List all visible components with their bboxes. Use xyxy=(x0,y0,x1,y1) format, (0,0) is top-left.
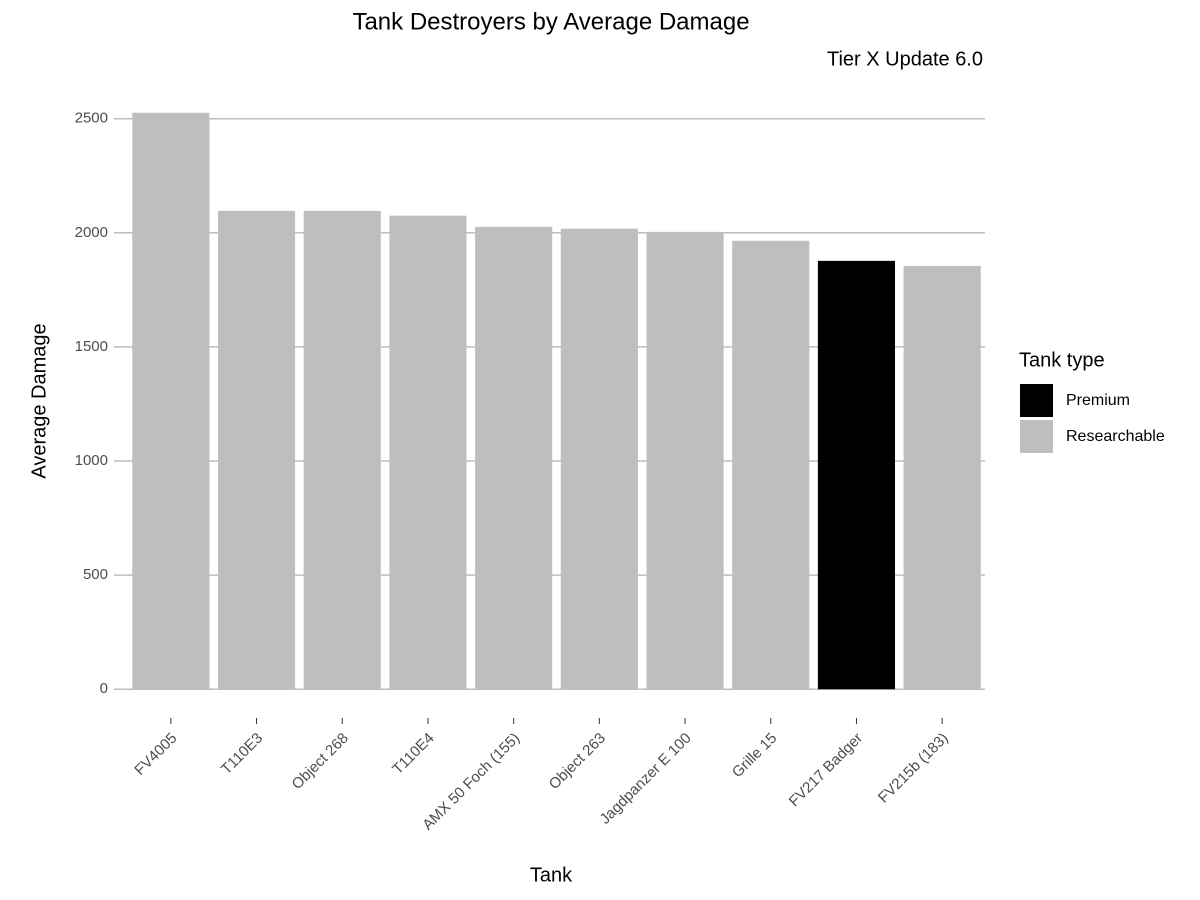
legend-label: Premium xyxy=(1066,392,1130,409)
y-tick-label: 1500 xyxy=(75,338,108,355)
legend-title: Tank type xyxy=(1019,349,1105,371)
x-tick-label: FV215b (183) xyxy=(875,730,952,807)
x-tick-label: Jagdpanzer E 100 xyxy=(597,730,695,828)
x-tick-label: Grille 15 xyxy=(729,730,781,782)
x-tick-label: AMX 50 Foch (155) xyxy=(419,730,523,834)
chart-subtitle: Tier X Update 6.0 xyxy=(827,48,983,70)
y-tick-label: 0 xyxy=(100,680,108,697)
y-axis-title: Average Damage xyxy=(28,323,50,478)
y-tick-label: 2000 xyxy=(75,224,108,241)
x-tick-label: FV4005 xyxy=(131,730,180,779)
x-axis-title: Tank xyxy=(530,864,573,886)
bar xyxy=(132,112,210,690)
x-tick-label: Object 268 xyxy=(289,730,352,793)
y-tick-label: 2500 xyxy=(75,110,108,127)
bar xyxy=(475,226,553,690)
bar xyxy=(646,231,724,690)
chart-title: Tank Destroyers by Average Damage xyxy=(352,8,749,35)
bar xyxy=(389,215,467,690)
bar xyxy=(560,228,638,690)
bar xyxy=(303,210,381,690)
bar xyxy=(732,240,810,690)
bar xyxy=(903,265,981,690)
bar xyxy=(817,260,896,690)
y-tick-label: 500 xyxy=(83,566,108,583)
y-tick-label: 1000 xyxy=(75,452,108,469)
x-tick-label: Object 263 xyxy=(546,730,609,793)
legend-key xyxy=(1020,420,1053,453)
x-tick-label: FV217 Badger xyxy=(786,730,866,810)
bar xyxy=(217,210,296,690)
legend-label: Researchable xyxy=(1066,428,1165,445)
x-tick-label: T110E3 xyxy=(218,730,266,778)
x-tick-label: T110E4 xyxy=(389,730,437,778)
legend-key xyxy=(1020,384,1053,417)
